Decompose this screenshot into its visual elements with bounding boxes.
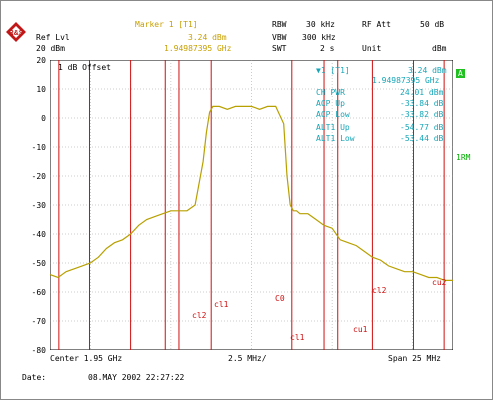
unit-label: Unit [362, 44, 382, 53]
channel-lines [58, 60, 445, 350]
y-tick-label: -40 [31, 230, 46, 239]
vbw-label: VBW [272, 33, 287, 42]
rf-att-label: RF Att [362, 20, 391, 29]
vbw-value: 300 kHz [302, 33, 336, 42]
alt1-up-label: ALT1 Up [316, 123, 350, 132]
date-value: 08.MAY 2002 22:27:22 [88, 373, 185, 382]
acp-up-label: ACP Up [316, 99, 345, 108]
ch-pwr-value: 24.01 dBm [400, 88, 444, 97]
spectrum-plot [50, 60, 453, 350]
rf-att-value: 50 dB [420, 20, 445, 29]
channel-label-c0: C0 [275, 294, 285, 303]
date-label: Date: [22, 373, 47, 382]
y-tick-label: 20 [36, 56, 46, 65]
y-tick-label: 0 [41, 114, 46, 123]
rbw-label: RBW [272, 20, 287, 29]
offset-label: 1 dB Offset [58, 63, 111, 72]
center-frequency: Center 1.95 GHz [50, 354, 123, 363]
y-tick-label: -20 [31, 172, 46, 181]
trace-a-indicator: A [456, 69, 465, 78]
y-tick-label: -10 [31, 143, 46, 152]
swt-value: 2 s [320, 44, 335, 53]
span-value: Span 25 MHz [388, 354, 441, 363]
acp-low-value: -33.82 dB [400, 110, 444, 119]
acp-low-label: ACP Low [316, 110, 350, 119]
marker-label: Marker 1 [T1] [135, 20, 198, 29]
svg-text:R&S: R&S [9, 30, 24, 37]
marker-t1-value: 3.24 dBm [408, 66, 447, 75]
ref-lvl-value: 20 dBm [36, 44, 65, 53]
channel-label-cl2-left: cl2 [192, 311, 207, 320]
rohde-schwarz-logo: R&S [6, 22, 26, 42]
y-tick-label: -80 [31, 346, 46, 355]
marker-level: 3.24 dBm [188, 33, 227, 42]
ref-lvl-label: Ref Lvl [36, 33, 70, 42]
alt1-low-value: -53.44 dB [400, 134, 444, 143]
trace-detector-label: 1RM [456, 153, 471, 162]
alt1-up-value: -54.77 dB [400, 123, 444, 132]
marker-t1-frequency: 1.94987395 GHz [372, 76, 440, 85]
swt-label: SWT [272, 44, 287, 53]
marker-frequency: 1.94987395 GHz [164, 44, 232, 53]
channel-label-cu1: cu1 [353, 325, 368, 334]
channel-label-cl1-right: cl1 [290, 333, 305, 342]
y-tick-label: -50 [31, 259, 46, 268]
ch-pwr-label: CH PWR [316, 88, 345, 97]
spectrum-trace [50, 105, 453, 281]
frequency-division: 2.5 MHz/ [228, 354, 267, 363]
channel-label-cu2: cu2 [432, 278, 447, 287]
alt1-low-label: ALT1 Low [316, 134, 355, 143]
rbw-value: 30 kHz [306, 20, 335, 29]
channel-label-cl1-left: cl1 [214, 300, 229, 309]
acp-up-value: -33.84 dB [400, 99, 444, 108]
y-tick-label: 10 [36, 85, 46, 94]
channel-label-cl2-right: cl2 [372, 286, 387, 295]
y-tick-label: -60 [31, 288, 46, 297]
unit-value: dBm [432, 44, 447, 53]
marker-t1-label: ▼1 [T1] [316, 66, 350, 75]
y-tick-label: -70 [31, 317, 46, 326]
y-tick-label: -30 [31, 201, 46, 210]
